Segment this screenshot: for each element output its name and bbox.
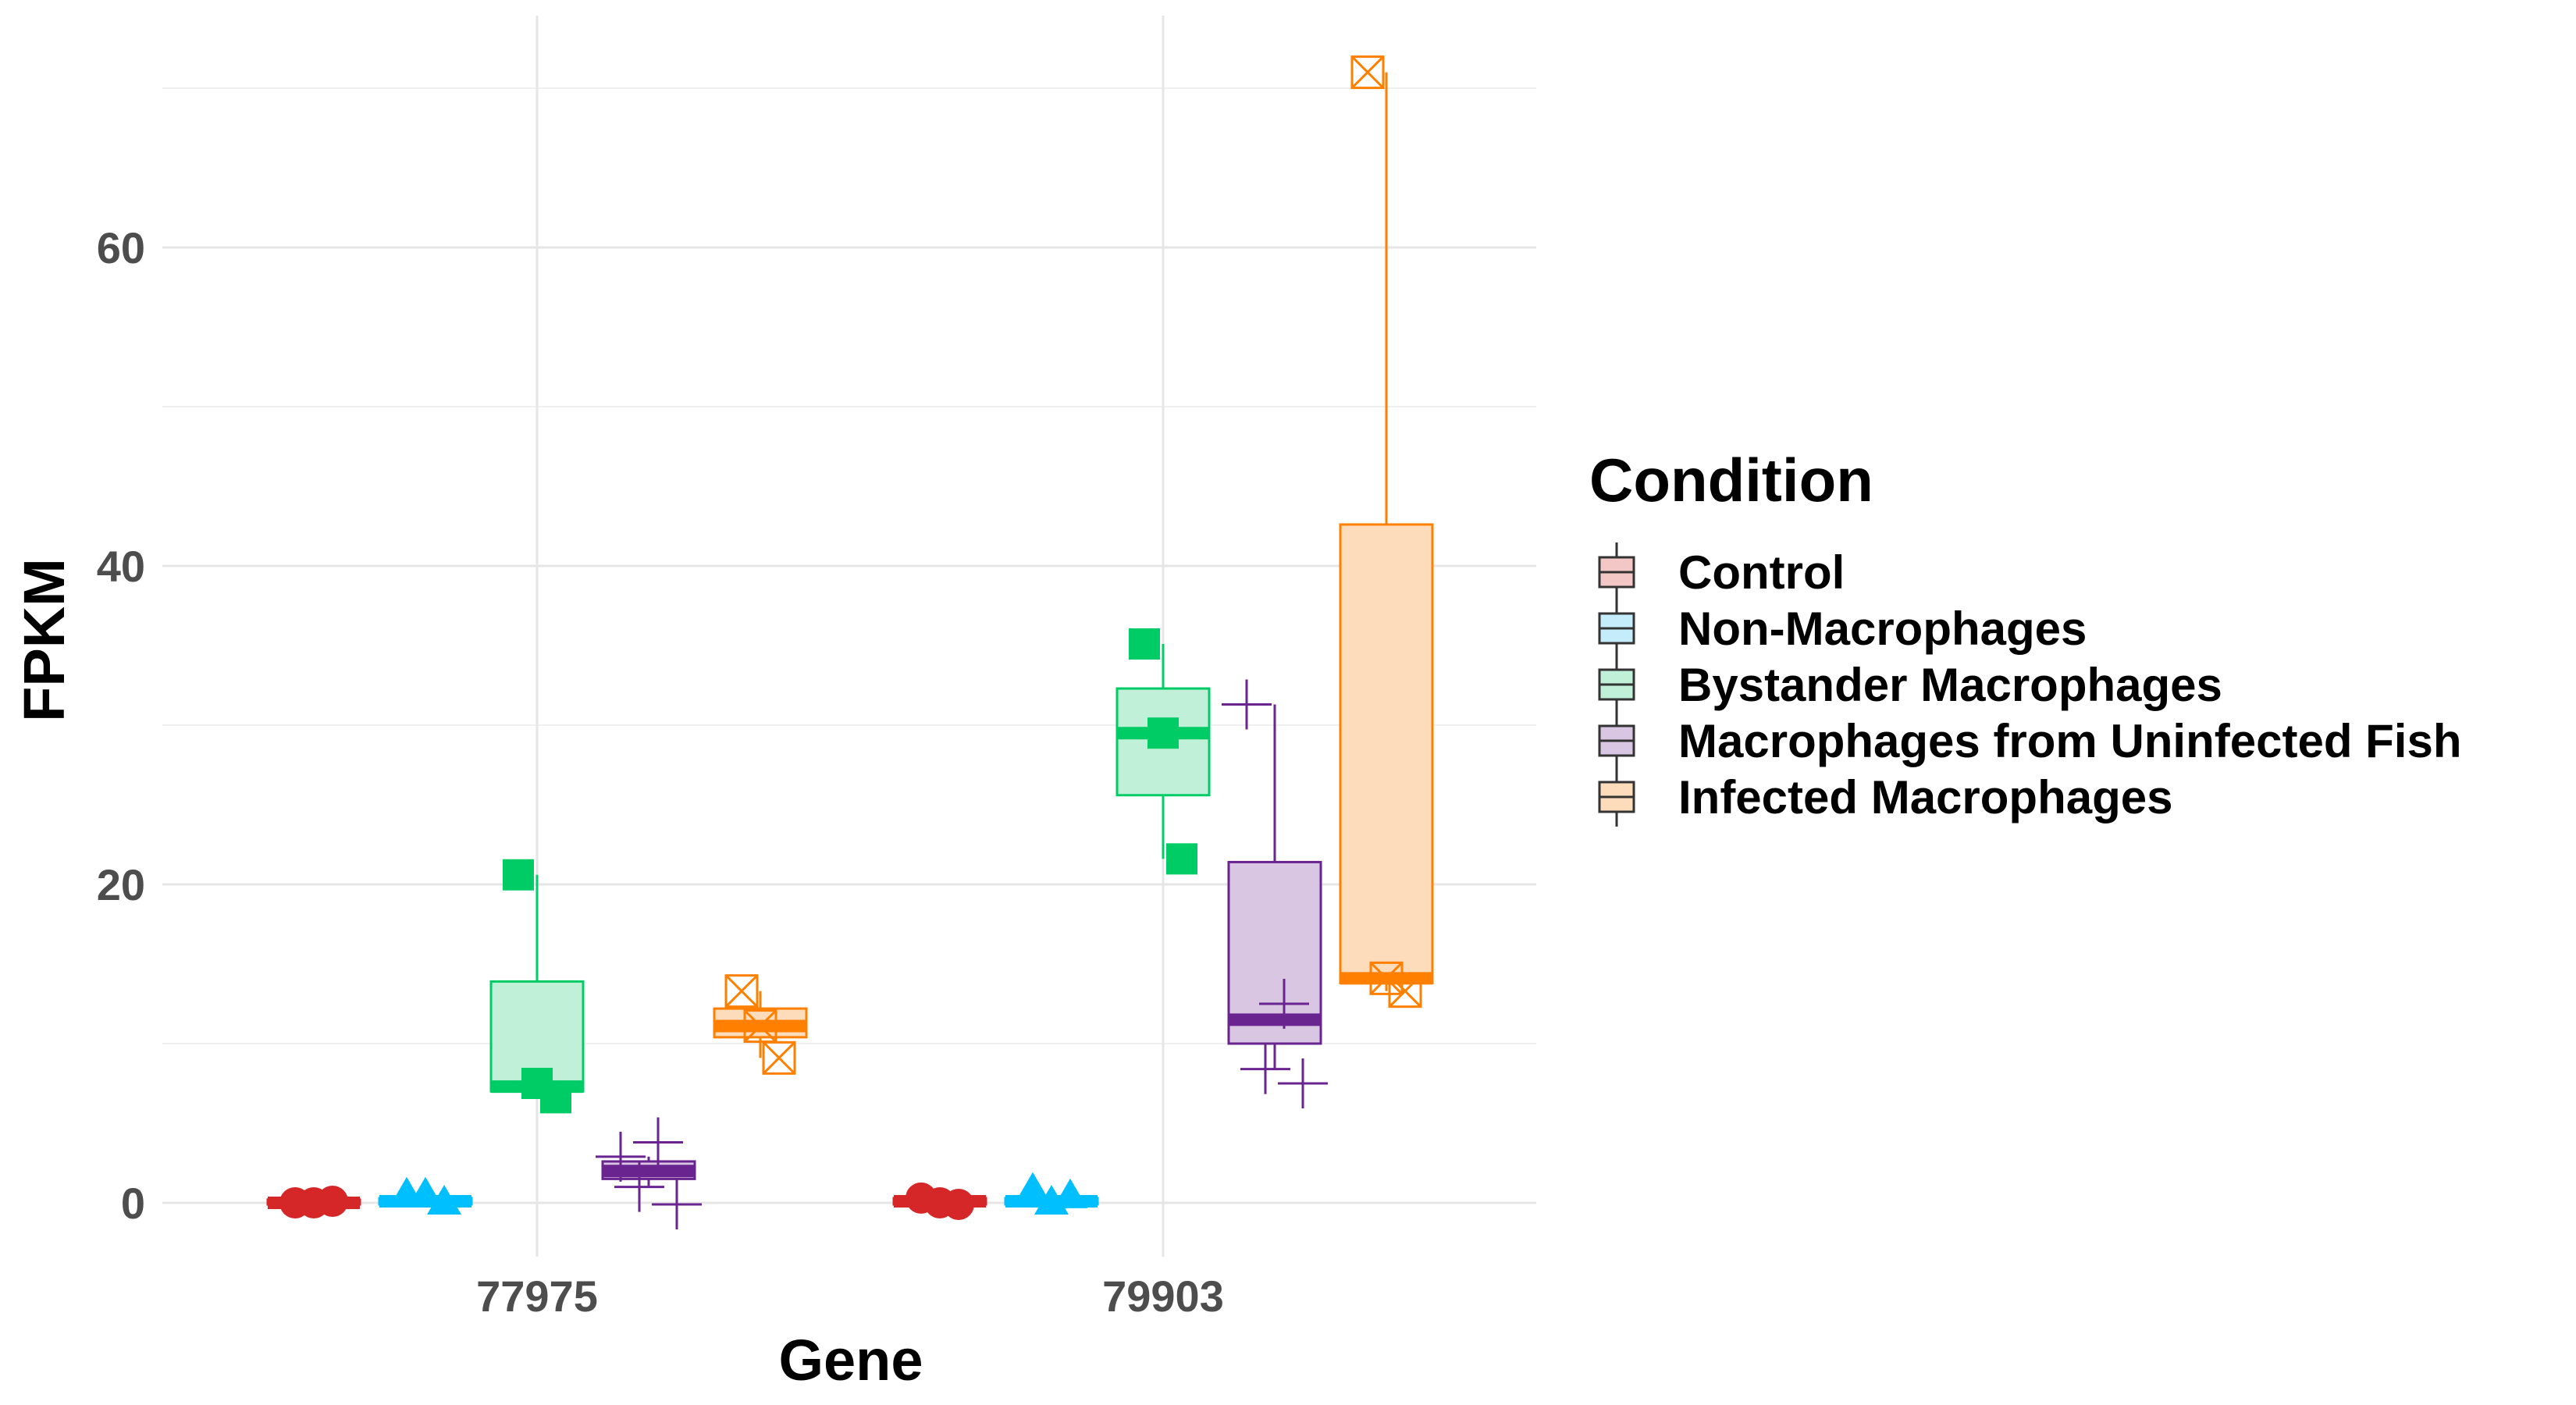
legend-item-bystander-macrophages: Bystander Macrophages xyxy=(1598,655,2222,714)
y-axis-ticks: 0 20 40 60 xyxy=(97,223,145,1228)
legend-title: Condition xyxy=(1589,446,1873,514)
data-point xyxy=(1016,1172,1050,1202)
grid-lines xyxy=(162,16,1536,1257)
box-plots xyxy=(266,55,1434,1230)
data-point xyxy=(1222,679,1272,730)
box-iqr xyxy=(1339,523,1434,984)
y-tick-label: 40 xyxy=(97,542,145,591)
box-bystander-macrophages-77975 xyxy=(489,859,585,1114)
data-point xyxy=(1129,628,1160,660)
x-axis-ticks: 77975 79903 xyxy=(476,1272,1224,1321)
data-point xyxy=(1369,961,1404,995)
box-macrophages-from-uninfected-fish-79903 xyxy=(1222,679,1328,1108)
data-point xyxy=(317,1185,348,1217)
legend-item-macrophages-from-uninfected-fish: Macrophages from Uninfected Fish xyxy=(1598,711,2461,770)
x-axis-title: Gene xyxy=(778,1328,923,1393)
x-tick-label: 79903 xyxy=(1102,1272,1224,1321)
data-point xyxy=(1350,55,1385,90)
data-point xyxy=(652,1179,702,1230)
box-control-77975 xyxy=(266,1185,361,1218)
box-bystander-macrophages-79903 xyxy=(1115,628,1211,875)
box-infected-macrophages-77975 xyxy=(713,974,808,1075)
data-point xyxy=(1166,843,1197,875)
data-point xyxy=(1278,1058,1328,1108)
data-point xyxy=(943,1189,974,1221)
data-point xyxy=(633,1117,683,1168)
data-point xyxy=(503,859,534,891)
data-point xyxy=(614,1161,664,1212)
box-non-macrophages-79903 xyxy=(1004,1172,1099,1215)
box-macrophages-from-uninfected-fish-77975 xyxy=(596,1117,702,1230)
data-point xyxy=(1259,979,1309,1029)
y-tick-label: 60 xyxy=(97,223,145,272)
data-point xyxy=(1388,974,1422,1008)
legend-label: Control xyxy=(1678,546,1845,599)
legend-item-non-macrophages: Non-Macrophages xyxy=(1598,599,2087,658)
data-point xyxy=(724,974,759,1008)
legend-label: Infected Macrophages xyxy=(1678,771,2173,823)
x-tick-label: 77975 xyxy=(476,1272,598,1321)
box-infected-macrophages-79903 xyxy=(1339,55,1434,1008)
data-point xyxy=(743,1009,777,1044)
data-point xyxy=(596,1131,646,1182)
data-point xyxy=(540,1082,571,1114)
data-point xyxy=(427,1185,461,1215)
y-axis-title: FPKM xyxy=(12,558,76,722)
data-point xyxy=(1053,1178,1087,1208)
data-point xyxy=(408,1176,443,1207)
legend-label: Non-Macrophages xyxy=(1678,603,2087,655)
legend-item-infected-macrophages: Infected Macrophages xyxy=(1598,767,2173,827)
data-point xyxy=(762,1040,796,1075)
box-non-macrophages-77975 xyxy=(378,1176,473,1215)
data-point xyxy=(1147,717,1179,749)
data-point xyxy=(1240,1044,1290,1094)
legend: Condition ControlNon-MacrophagesBystande… xyxy=(1589,446,2461,827)
y-tick-label: 0 xyxy=(121,1179,145,1228)
legend-label: Macrophages from Uninfected Fish xyxy=(1678,715,2461,767)
box-control-79903 xyxy=(892,1182,987,1221)
legend-item-control: Control xyxy=(1598,542,1845,602)
box-iqr xyxy=(1227,860,1322,1045)
y-tick-label: 20 xyxy=(97,860,145,909)
legend-label: Bystander Macrophages xyxy=(1678,659,2222,711)
